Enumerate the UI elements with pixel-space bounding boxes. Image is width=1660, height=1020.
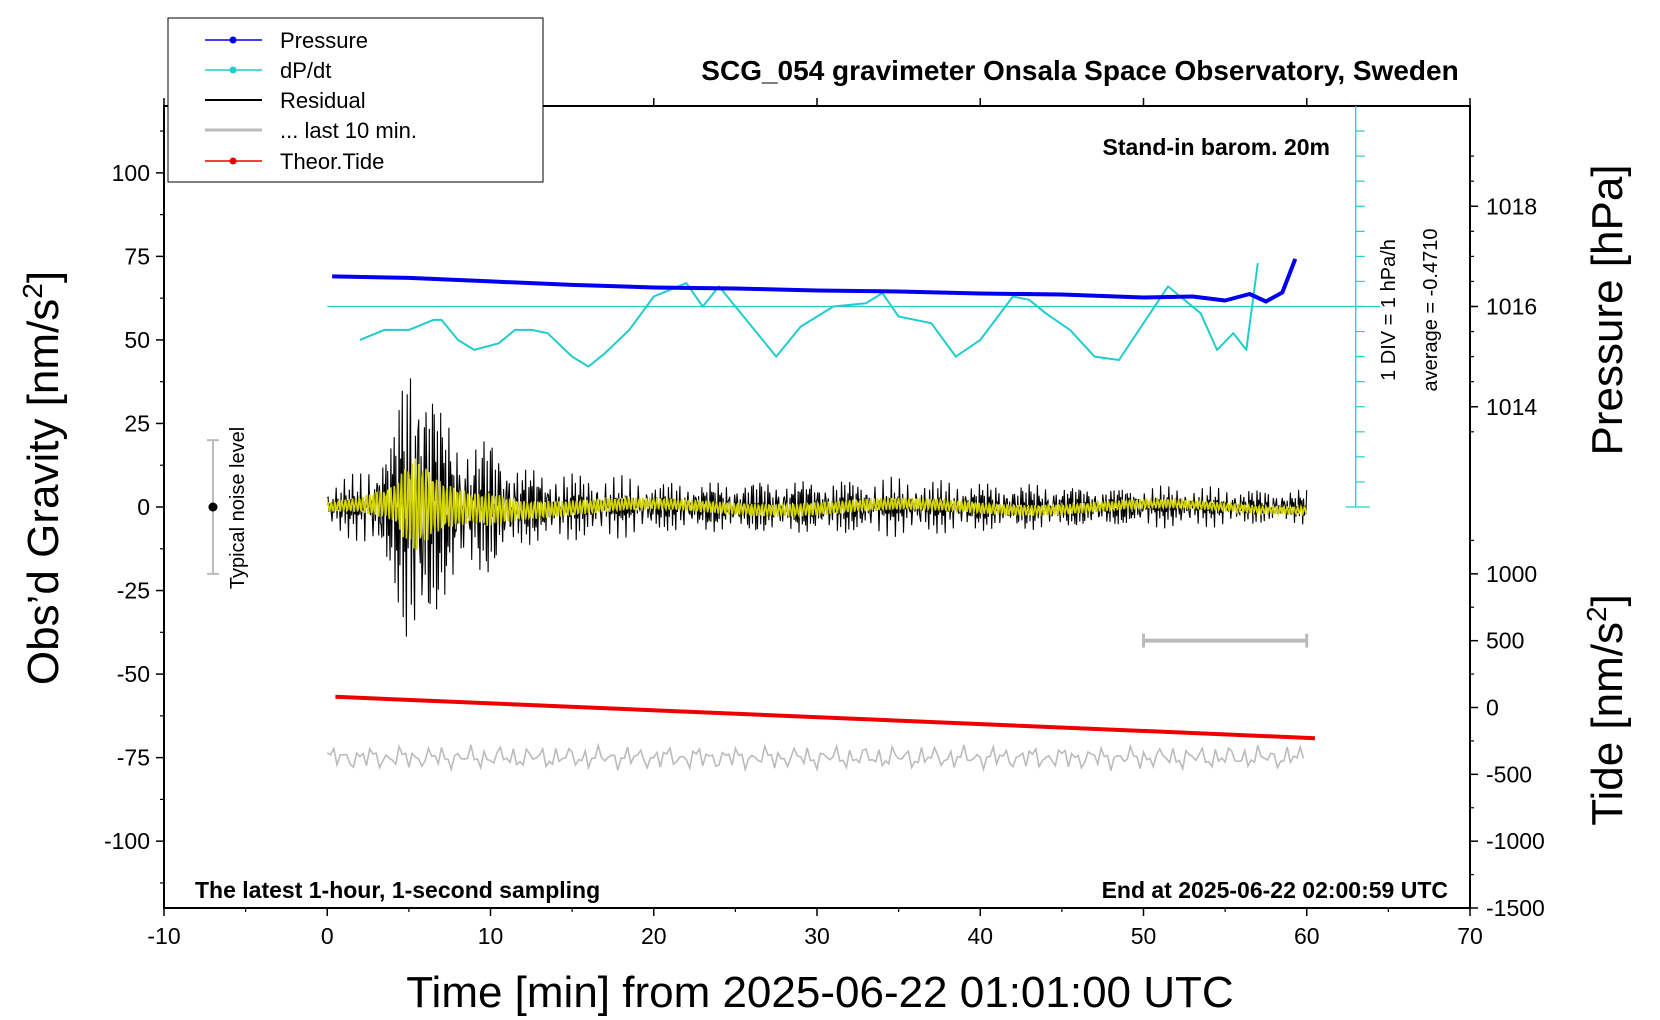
residual-series (326, 378, 1308, 637)
div-note: 1 DIV = 1 hPa/h (1378, 239, 1400, 381)
noise-level-label: Typical noise level (227, 427, 249, 589)
y-tick-label: -100 (104, 828, 150, 854)
x-tick-label: 50 (1131, 923, 1157, 949)
noise-bar-center (208, 502, 218, 512)
y-tick-label: 25 (124, 410, 150, 436)
y-tick-label: 100 (112, 160, 150, 186)
x-tick-label: 20 (641, 923, 667, 949)
svg-text:Residual: Residual (280, 88, 366, 113)
tide-tick-label: -500 (1486, 761, 1532, 787)
x-tick-label: 30 (804, 923, 830, 949)
x-tick-label: 40 (967, 923, 993, 949)
barometer-note: Stand-in barom. 20m (1103, 134, 1330, 160)
legend-item-last-10-min: ... last 10 min. (205, 118, 417, 143)
y-axis-title-pressure: Pressure [hPa] (1583, 164, 1632, 455)
tide-tick-label: -1500 (1486, 895, 1545, 921)
end-time-note: End at 2025-06-22 02:00:59 UTC (1102, 877, 1448, 903)
legend-item-dpdt: dP/dt (205, 58, 331, 83)
y-tick-label: -25 (117, 578, 150, 604)
latest-hour-note: The latest 1-hour, 1-second sampling (195, 877, 600, 903)
y-tick-label: 0 (137, 494, 150, 520)
x-tick-label: 10 (478, 923, 504, 949)
gravity-series-layer (206, 106, 1380, 773)
y-tick-label: 75 (124, 243, 150, 269)
axes-layer: -10 0 10 20 30 40 50 60 701007550250-25-50-75-10… (104, 98, 1545, 949)
x-tick-label: -10 (147, 923, 180, 949)
svg-text:Pressure: Pressure (280, 28, 368, 53)
svg-text:dP/dt: dP/dt (280, 58, 331, 83)
x-tick-label: 0 (321, 923, 334, 949)
pressure-tick-label: 1014 (1486, 394, 1537, 420)
svg-text:... last 10 min.: ... last 10 min. (280, 118, 417, 143)
y-axis-title-tide: Tide [nm/s2] (1581, 594, 1632, 826)
y-tick-label: 50 (124, 327, 150, 353)
x-tick-label: 60 (1294, 923, 1320, 949)
average-note: average = -0.4710 (1420, 229, 1442, 392)
tide-tick-label: 0 (1486, 695, 1499, 721)
chart-title: SCG_054 gravimeter Onsala Space Observat… (701, 55, 1458, 86)
legend-item-theor-tide: Theor.Tide (205, 149, 384, 174)
y-axis-title-left: Obs’d Gravity [nm/s2] (17, 271, 68, 685)
theor-tide-series (335, 694, 1315, 741)
last-10-min-series (326, 742, 1305, 773)
y-tick-label: -50 (117, 661, 150, 687)
pressure-series (332, 258, 1298, 304)
dpdt-series (359, 262, 1259, 368)
tide-tick-label: -1000 (1486, 828, 1545, 854)
legend-item-pressure: Pressure (205, 28, 368, 53)
legend-item-residual: Residual (205, 88, 366, 113)
tide-tick-label: 500 (1486, 628, 1524, 654)
x-tick-label: 70 (1457, 923, 1483, 949)
tide-tick-label: 1000 (1486, 561, 1537, 587)
svg-text:Theor.Tide: Theor.Tide (280, 149, 384, 174)
x-axis-title: Time [min] from 2025-06-22 01:01:00 UTC (406, 968, 1233, 1017)
pressure-tick-label: 1016 (1486, 294, 1537, 320)
y-tick-label: -75 (117, 745, 150, 771)
residual-smoothed-series (326, 458, 1307, 550)
legend: Pressure dP/dt Residual ... last 10 min.… (167, 17, 544, 183)
pressure-tick-label: 1018 (1486, 193, 1537, 219)
